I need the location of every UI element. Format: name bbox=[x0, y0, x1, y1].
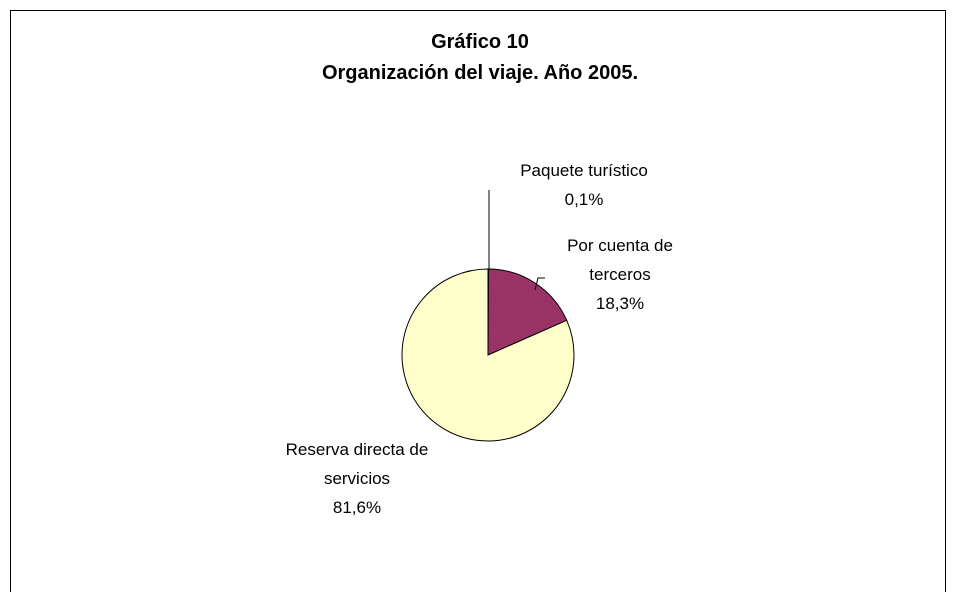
slice-label: Por cuenta de terceros 18,3% bbox=[545, 231, 695, 318]
pie-slice bbox=[487, 268, 568, 356]
slice-value-label: 81,6% bbox=[332, 498, 382, 517]
chart-subtitle: Organización del viaje. Año 2005. bbox=[322, 62, 638, 84]
slice-category: Reserva directa de servicios bbox=[285, 440, 429, 488]
pie-slice bbox=[401, 268, 575, 442]
slice-category: Por cuenta de terceros bbox=[567, 236, 673, 284]
leader-line bbox=[534, 277, 545, 291]
chart-title: Gráfico 10 bbox=[431, 31, 529, 53]
slice-label: Reserva directa de servicios 81,6% bbox=[277, 435, 437, 522]
slice-category: Paquete turístico bbox=[520, 161, 648, 180]
slice-value-label: 0,1% bbox=[564, 190, 604, 209]
slice-label: Paquete turístico 0,1% bbox=[484, 156, 684, 214]
slice-value-label: 18,3% bbox=[595, 294, 645, 313]
